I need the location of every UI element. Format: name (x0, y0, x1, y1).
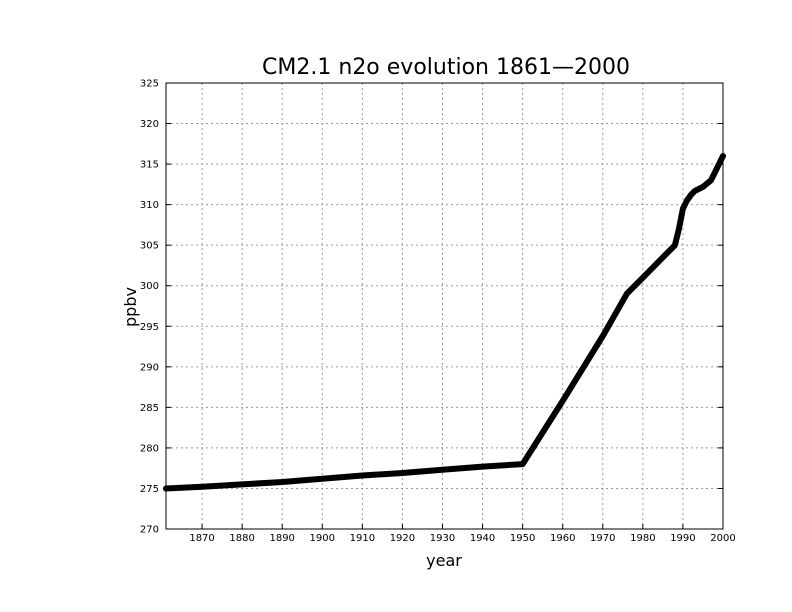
y-tick-label: 285 (140, 403, 159, 414)
x-tick-label: 1930 (430, 533, 455, 544)
x-axis-label: year (426, 551, 462, 570)
grid (166, 82, 724, 530)
x-tick-label: 1960 (550, 533, 575, 544)
y-tick-label: 275 (140, 484, 159, 495)
y-axis-label: ppbv (121, 287, 140, 327)
x-tick-label: 1880 (229, 533, 254, 544)
x-tick-label: 1890 (269, 533, 294, 544)
series-layer (163, 153, 726, 492)
chart-title: CM2.1 n2o evolution 1861—2000 (262, 55, 630, 80)
x-tick-label: 1970 (590, 533, 615, 544)
y-tick-label: 295 (140, 322, 159, 333)
x-tick-label: 1910 (350, 533, 375, 544)
x-axis-ticks: 1870 1880 1890 1900 1910 1920 1930 1940 1950 1960… (189, 524, 736, 544)
x-tick-label: 1870 (189, 533, 214, 544)
x-tick-label: 1940 (470, 533, 495, 544)
y-tick-label: 315 (140, 160, 159, 171)
y-tick-label: 280 (140, 443, 159, 454)
y-axis-ticks: 270 275 280 285 290 295 300 305 310 315 320 325 (140, 79, 723, 536)
y-tick-label: 325 (140, 79, 159, 90)
x-tick-label: 1950 (510, 533, 535, 544)
plot-frame (165, 82, 724, 530)
y-tick-label: 310 (140, 200, 159, 211)
y-tick-label: 320 (140, 119, 159, 130)
y-tick-label: 305 (140, 241, 159, 252)
x-tick-label: 1990 (670, 533, 695, 544)
y-tick-label: 270 (140, 525, 159, 536)
y-tick-label: 300 (140, 281, 159, 292)
x-tick-label: 2000 (710, 533, 735, 544)
x-tick-label: 1920 (390, 533, 415, 544)
n2o-series-line (163, 153, 726, 492)
x-tick-label: 1980 (630, 533, 655, 544)
y-tick-label: 290 (140, 362, 159, 373)
x-tick-label: 1900 (310, 533, 335, 544)
